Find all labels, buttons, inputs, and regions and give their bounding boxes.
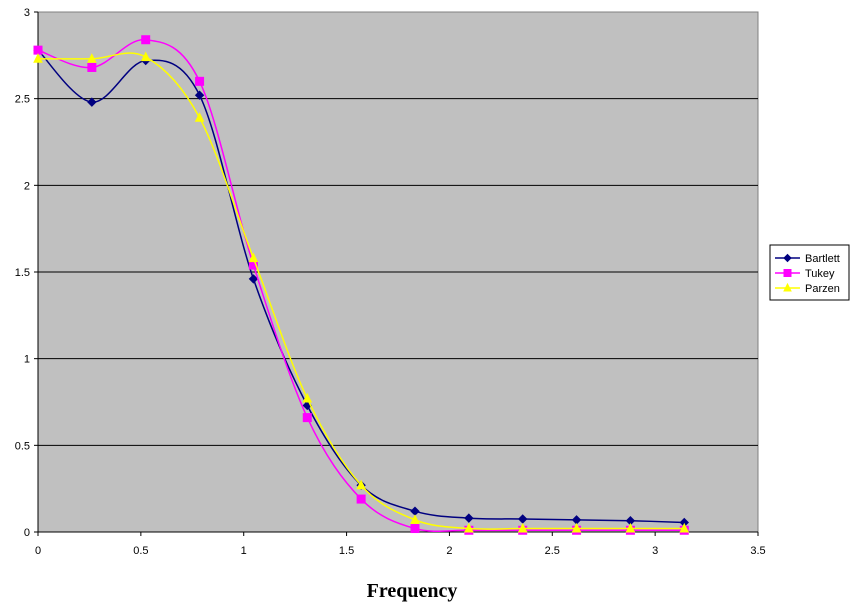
x-tick-label: 2 <box>446 545 452 557</box>
y-tick-label: 1.5 <box>15 267 30 279</box>
data-point-parzen <box>33 53 43 63</box>
legend-label-bartlett: Bartlett <box>805 253 840 265</box>
x-tick-label: 0.5 <box>133 545 148 557</box>
series-line-parzen <box>37 52 685 530</box>
data-point-parzen <box>571 522 582 533</box>
legend-marker-tukey <box>783 269 792 277</box>
legend-item-parzen: Parzen <box>775 282 840 295</box>
x-tick-label: 3 <box>652 545 658 557</box>
data-point-parzen <box>625 522 636 533</box>
y-tick-label: 0 <box>24 527 30 539</box>
data-point-parzen <box>87 53 97 63</box>
data-point-tukey <box>33 45 43 55</box>
data-point-parzen <box>464 522 474 533</box>
y-tick-label: 3 <box>24 7 30 19</box>
data-point-bartlett <box>464 513 474 523</box>
data-point-parzen <box>517 522 528 533</box>
x-tick-label: 1 <box>241 545 247 557</box>
y-tick-label: 0.5 <box>15 440 30 452</box>
legend: Bartlett Tukey Parzen <box>769 244 850 301</box>
x-tick-label: 0 <box>35 545 41 557</box>
data-point-parzen <box>356 479 366 490</box>
data-point-parzen <box>194 112 205 122</box>
data-point-tukey <box>410 524 420 534</box>
legend-label-parzen: Parzen <box>805 283 840 295</box>
data-point-tukey <box>141 35 151 45</box>
data-point-parzen <box>248 252 259 263</box>
data-point-bartlett <box>248 274 259 284</box>
x-tick-label: 3.5 <box>750 545 765 557</box>
x-tick-label: 1.5 <box>339 545 354 557</box>
data-point-bartlett <box>87 97 97 107</box>
legend-item-bartlett: Bartlett <box>775 253 840 265</box>
legend-item-tukey: Tukey <box>775 268 835 280</box>
data-point-tukey <box>302 413 312 423</box>
y-tick-label: 1 <box>24 354 30 366</box>
data-point-bartlett <box>194 90 205 100</box>
legend-label-tukey: Tukey <box>805 268 835 280</box>
data-point-parzen <box>410 514 420 524</box>
gridlines <box>38 98 758 446</box>
series-layer <box>33 35 690 535</box>
y-tick-label: 2 <box>24 180 30 192</box>
y-tick-label: 2.5 <box>15 94 30 106</box>
legend-marker-bartlett <box>783 253 792 263</box>
x-axis-label: Frequency <box>367 580 458 602</box>
axes: 0 0.5 1 1.5 2 2.5 3 0 0.5 1 1.5 2 2.5 3 3.5 <box>15 7 766 557</box>
legend-marker-parzen <box>783 282 792 292</box>
data-point-parzen <box>140 51 151 62</box>
data-point-tukey <box>356 494 366 504</box>
data-point-parzen <box>679 522 690 533</box>
data-point-parzen <box>302 392 313 403</box>
x-tick-label: 2.5 <box>545 545 560 557</box>
data-point-tukey <box>195 76 205 86</box>
data-point-tukey <box>87 62 97 72</box>
series-parzen <box>33 51 690 533</box>
